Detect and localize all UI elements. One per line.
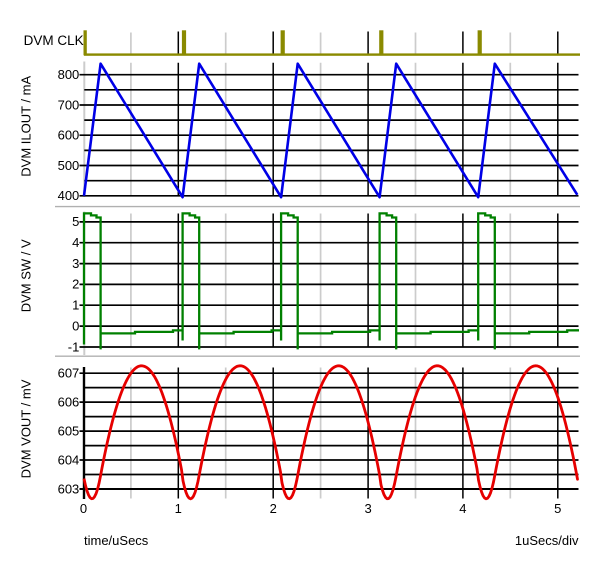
svg-text:DVM VOUT / mV: DVM VOUT / mV <box>18 379 33 478</box>
svg-text:600: 600 <box>58 128 80 143</box>
svg-text:700: 700 <box>58 97 80 112</box>
svg-text:606: 606 <box>58 394 80 409</box>
svg-text:1: 1 <box>175 501 182 516</box>
svg-text:2: 2 <box>270 501 277 516</box>
svg-text:0: 0 <box>80 501 87 516</box>
svg-text:5: 5 <box>554 501 561 516</box>
svg-text:605: 605 <box>58 423 80 438</box>
svg-text:5: 5 <box>72 214 79 229</box>
svg-text:1uSecs/div: 1uSecs/div <box>515 533 579 548</box>
svg-text:-1: -1 <box>68 339 80 354</box>
svg-text:DVM CLK: DVM CLK <box>24 33 84 48</box>
svg-text:1: 1 <box>72 298 79 313</box>
svg-text:4: 4 <box>459 501 466 516</box>
svg-text:DVM ILOUT / mA: DVM ILOUT / mA <box>18 76 33 177</box>
svg-text:3: 3 <box>364 501 371 516</box>
svg-text:DVM SW / V: DVM SW / V <box>18 239 33 312</box>
svg-text:607: 607 <box>58 366 80 381</box>
svg-text:0: 0 <box>72 318 79 333</box>
svg-text:603: 603 <box>58 481 80 496</box>
svg-text:3: 3 <box>72 256 79 271</box>
svg-text:time/uSecs: time/uSecs <box>84 533 149 548</box>
svg-text:4: 4 <box>72 235 79 250</box>
svg-text:400: 400 <box>58 188 80 203</box>
svg-text:604: 604 <box>58 452 80 467</box>
svg-text:500: 500 <box>58 158 80 173</box>
svg-text:2: 2 <box>72 277 79 292</box>
svg-text:800: 800 <box>58 67 80 82</box>
